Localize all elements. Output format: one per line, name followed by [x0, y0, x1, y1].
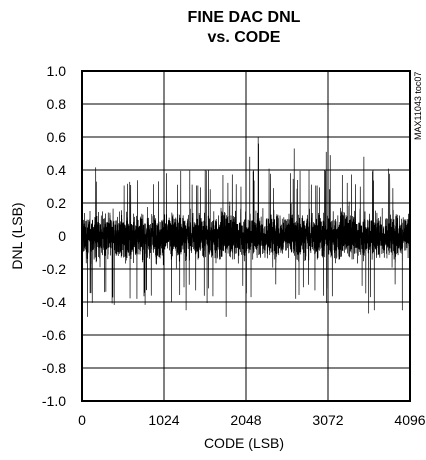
y-tick-label: -0.6	[42, 327, 66, 343]
y-tick-label: -0.8	[42, 360, 66, 376]
x-tick-labels: 0 1024 2048 3072 4096	[78, 412, 426, 428]
y-tick-label: 0.6	[47, 129, 67, 145]
y-tick-label: -0.2	[42, 261, 66, 277]
dnl-series-line	[81, 136, 411, 317]
y-tick-label: 0.2	[47, 195, 67, 211]
chart-title: FINE DAC DNL vs. CODE	[188, 9, 301, 46]
y-tick-label: 0	[58, 228, 66, 244]
x-tick-label: 3072	[312, 412, 343, 428]
chart-title-line-2: vs. CODE	[208, 29, 281, 46]
x-tick-label: 0	[78, 412, 86, 428]
x-tick-label: 1024	[148, 412, 179, 428]
x-tick-label: 2048	[230, 412, 261, 428]
y-tick-label: 0.4	[47, 162, 67, 178]
grid-lines	[82, 71, 410, 401]
data-series-layer	[81, 136, 411, 317]
chart-title-line-1: FINE DAC DNL	[188, 9, 301, 26]
y-tick-label: -0.4	[42, 294, 66, 310]
y-tick-label: -1.0	[42, 393, 66, 409]
y-tick-label: 0.8	[47, 96, 67, 112]
y-tick-labels: 1.0 0.8 0.6 0.4 0.2 0 -0.2 -0.4 -0.6 -0.8 -1.0	[42, 63, 66, 409]
plot-frame	[81, 70, 411, 402]
y-axis-label: DNL (LSB)	[9, 202, 25, 269]
x-tick-label: 4096	[394, 412, 425, 428]
y-tick-label: 1.0	[47, 63, 67, 79]
x-axis-label: CODE (LSB)	[204, 435, 284, 451]
toc-annotation: MAX11043 toc07	[413, 72, 423, 140]
